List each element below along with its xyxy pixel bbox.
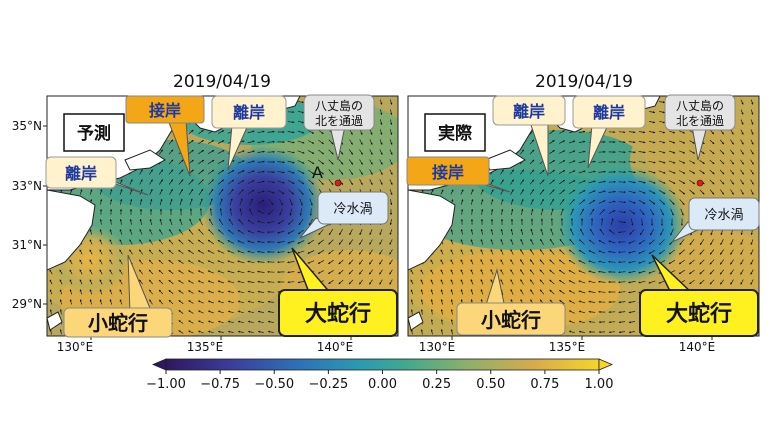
colorbar-tick-label: −0.25	[308, 377, 348, 392]
y-axis: 35°N 33°N 31°N 29°N	[12, 119, 47, 311]
colorbar-tick-label: 0.50	[476, 377, 505, 392]
x-axis: 130°E 135°E 140°E	[419, 336, 716, 354]
y-tick-label: 35°N	[12, 119, 42, 133]
x-tick-label: 135°E	[187, 340, 224, 354]
callout-text: 接岸	[432, 163, 464, 182]
colorbar-tick-label: −1.00	[146, 377, 186, 392]
x-tick-label: 140°E	[679, 340, 716, 354]
colorbar-tick-label: 0.25	[422, 377, 451, 392]
callout-text: 離岸	[65, 164, 97, 183]
hachijo-point	[335, 180, 341, 186]
callout-text: 大蛇行	[305, 301, 371, 327]
callout-text: 冷水渦	[704, 208, 743, 223]
x-tick-label: 130°E	[419, 340, 456, 354]
colorbar-tick-label: −0.50	[254, 377, 294, 392]
colorbar: −1.00 −0.75 −0.50 −0.25 0.00 0.25 0.50 0.75 1.00	[146, 359, 613, 392]
x-tick-label: 130°E	[57, 340, 94, 354]
panel-label: 予測	[77, 123, 111, 144]
panel-label-box: 実際	[425, 114, 485, 151]
callout-text: 離岸	[513, 102, 545, 121]
callout-text: 離岸	[593, 103, 625, 122]
colorbar-tick-label: 1.00	[585, 377, 614, 392]
panel-observed: 2019/04/19 130°E 135°E 140°E	[390, 72, 770, 354]
callout-text: 小蛇行	[481, 308, 541, 332]
x-axis: 130°E 135°E 140°E	[57, 336, 354, 354]
callout-text: 接岸	[149, 101, 181, 120]
callout-text: 小蛇行	[88, 311, 148, 335]
panel-label-box: 予測	[64, 114, 124, 151]
colorbar-tick-label: −0.75	[200, 377, 240, 392]
colorbar-tick-label: 0.00	[368, 377, 397, 392]
panel-title: 2019/04/19	[535, 72, 633, 92]
x-tick-label: 140°E	[317, 340, 354, 354]
y-tick-label: 33°N	[12, 179, 42, 193]
colorbar-tick-label: 0.75	[530, 377, 559, 392]
point-a-label: A	[312, 163, 323, 182]
y-tick-label: 29°N	[12, 297, 42, 311]
y-tick-label: 31°N	[12, 238, 42, 252]
callout-text: 大蛇行	[666, 301, 732, 327]
panel-label: 実際	[438, 123, 473, 144]
panel-forecast: 2019/04/19 A	[12, 72, 420, 354]
panel-title: 2019/04/19	[173, 72, 271, 92]
callout-text: 離岸	[233, 103, 265, 122]
x-tick-label: 135°E	[549, 340, 586, 354]
callout-text: 冷水渦	[333, 202, 372, 217]
hachijo-point	[697, 180, 703, 186]
